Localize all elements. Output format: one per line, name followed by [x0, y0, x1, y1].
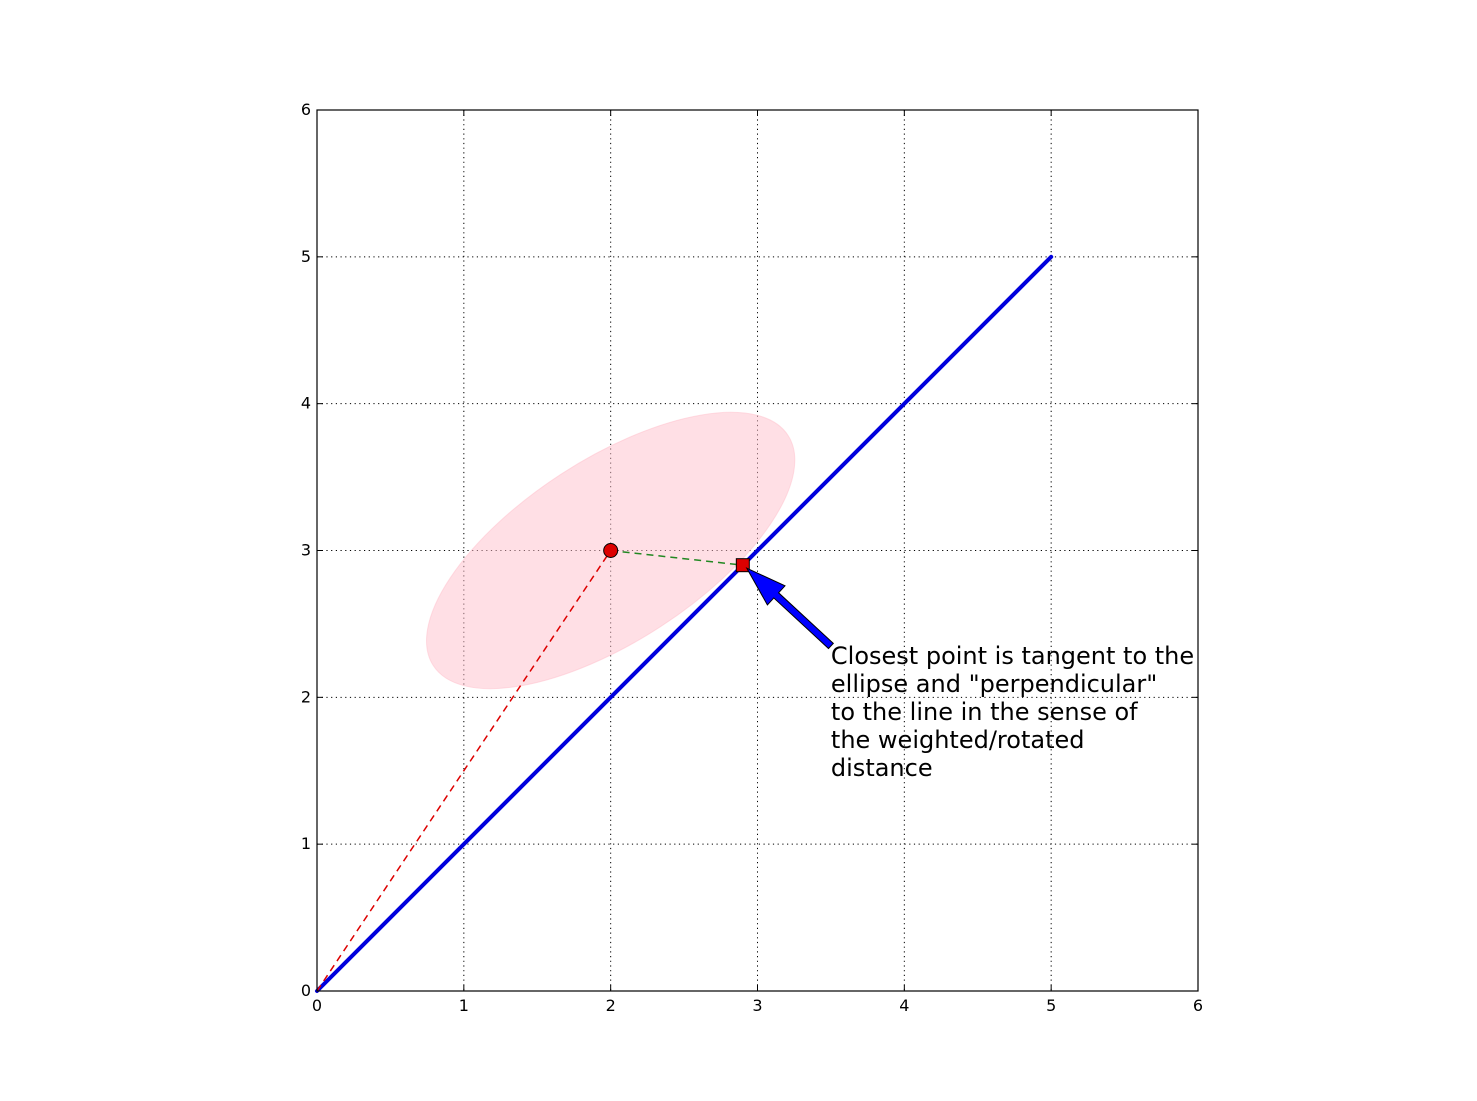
point-marker-square [735, 558, 750, 573]
x-tick-label: 5 [1046, 996, 1056, 1015]
x-tick-label: 0 [312, 996, 322, 1015]
y-tick-label: 6 [301, 100, 311, 119]
solid-line [315, 254, 1054, 993]
ticks: 0 1 2 3 4 5 6 0 1 2 3 4 5 6 [301, 100, 1203, 1015]
x-tick-label: 1 [459, 996, 469, 1015]
annotation-arrow [745, 567, 835, 650]
annotation-line: distance [831, 754, 933, 782]
x-tick-label: 2 [606, 996, 616, 1015]
dashed-line [610, 549, 743, 566]
markers [603, 543, 750, 573]
annotation-line: the weighted/rotated [831, 726, 1085, 754]
annotation-line: Closest point is tangent to the [831, 642, 1194, 670]
point-marker-circle [603, 543, 619, 558]
y-tick-label: 1 [301, 834, 311, 853]
annotation-line: ellipse and "perpendicular" [831, 670, 1157, 698]
annotation-line: to the line in the sense of [831, 698, 1138, 726]
series-layer [315, 254, 1054, 993]
x-tick-label: 6 [1193, 996, 1203, 1015]
dashed-line [316, 550, 612, 992]
y-tick-label: 0 [301, 981, 311, 1000]
annotations: Closest point is tangent to the ellipse a… [745, 567, 1194, 782]
x-tick-label: 4 [899, 996, 909, 1015]
y-tick-label: 3 [301, 541, 311, 560]
x-tick-label: 3 [752, 996, 762, 1015]
y-tick-label: 5 [301, 247, 311, 266]
y-tick-label: 4 [301, 394, 311, 413]
y-tick-label: 2 [301, 687, 311, 706]
annotation-text: Closest point is tangent to the ellipse a… [831, 642, 1194, 782]
